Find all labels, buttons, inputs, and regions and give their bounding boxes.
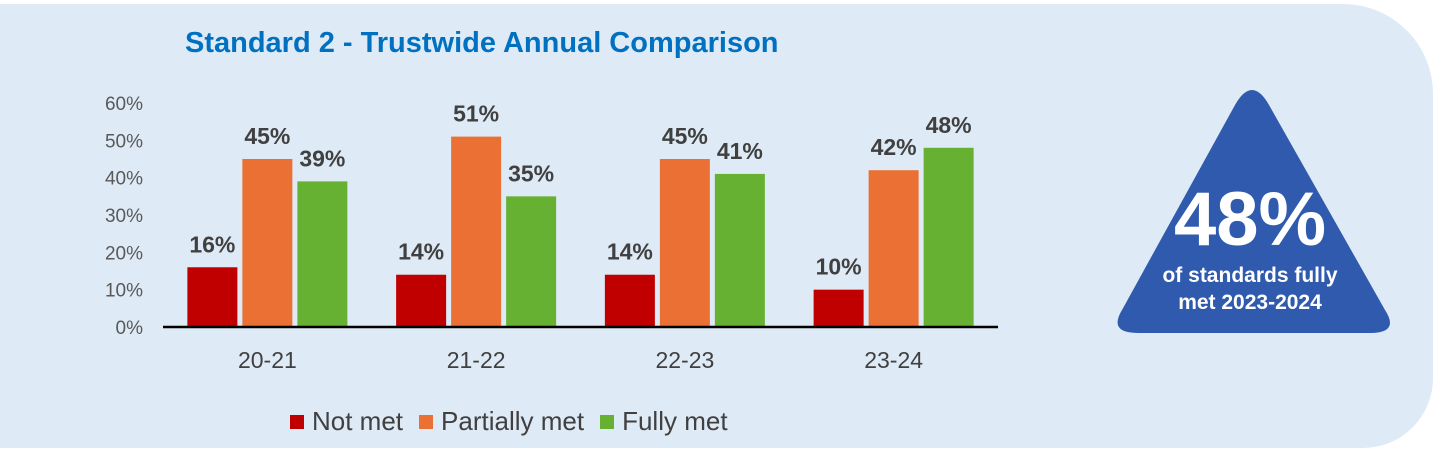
- data-label: 14%: [607, 239, 653, 265]
- legend-item-fully-met: Fully met: [600, 406, 728, 437]
- bar-not-met: [396, 274, 447, 327]
- bar-not-met: [604, 274, 655, 327]
- data-label: 14%: [398, 239, 444, 265]
- y-tick-label: 0%: [116, 318, 144, 339]
- badge-caption: of standards fully met 2023-2024: [1100, 262, 1400, 316]
- legend-label: Fully met: [622, 406, 728, 436]
- bar-fully-met: [506, 196, 557, 327]
- legend-item-partially-met: Partially met: [419, 406, 584, 437]
- x-category-label: 22-23: [655, 347, 714, 373]
- legend-item-not-met: Not met: [290, 406, 403, 437]
- bar-not-met: [813, 289, 864, 327]
- legend: Not met Partially met Fully met: [290, 406, 744, 437]
- data-label: 16%: [189, 231, 235, 257]
- badge-value: 48%: [1173, 177, 1327, 262]
- data-label: 35%: [508, 160, 554, 186]
- badge-caption-line2: met 2023-2024: [1178, 291, 1322, 314]
- data-label: 41%: [717, 138, 763, 164]
- x-category-label: 20-21: [238, 347, 297, 373]
- y-tick-label: 40%: [105, 169, 143, 190]
- bar-fully-met: [714, 173, 765, 327]
- y-tick-label: 60%: [105, 94, 143, 115]
- triangle-badge: [1117, 90, 1390, 333]
- chart-title: Standard 2 - Trustwide Annual Comparison: [185, 27, 779, 59]
- y-tick-label: 20%: [105, 243, 143, 264]
- data-label: 10%: [816, 254, 862, 280]
- data-label: 39%: [299, 145, 345, 171]
- x-category-label: 21-22: [447, 347, 506, 373]
- bar-not-met: [187, 267, 238, 327]
- legend-label: Not met: [312, 406, 404, 436]
- y-tick-label: 30%: [105, 206, 143, 227]
- legend-label: Partially met: [441, 406, 585, 436]
- bar-fully-met: [923, 147, 974, 327]
- legend-swatch-not-met: [290, 414, 304, 429]
- triangle-shape: [1117, 90, 1390, 333]
- bar-partially-met: [659, 159, 710, 327]
- data-label: 45%: [662, 123, 708, 149]
- bar-fully-met: [297, 181, 348, 327]
- badge-caption-line1: of standards fully: [1162, 264, 1338, 287]
- legend-swatch-fully-met: [600, 414, 615, 429]
- x-category-label: 23-24: [864, 347, 923, 373]
- data-label: 51%: [453, 101, 499, 127]
- data-label: 45%: [244, 123, 290, 149]
- y-tick-label: 10%: [105, 281, 143, 302]
- data-label: 48%: [926, 112, 972, 138]
- bar-partially-met: [868, 170, 919, 327]
- legend-swatch-partially-met: [419, 414, 434, 429]
- y-tick-label: 50%: [105, 131, 143, 152]
- data-label: 42%: [871, 134, 917, 160]
- bar-partially-met: [451, 136, 502, 327]
- bar-partially-met: [242, 159, 293, 327]
